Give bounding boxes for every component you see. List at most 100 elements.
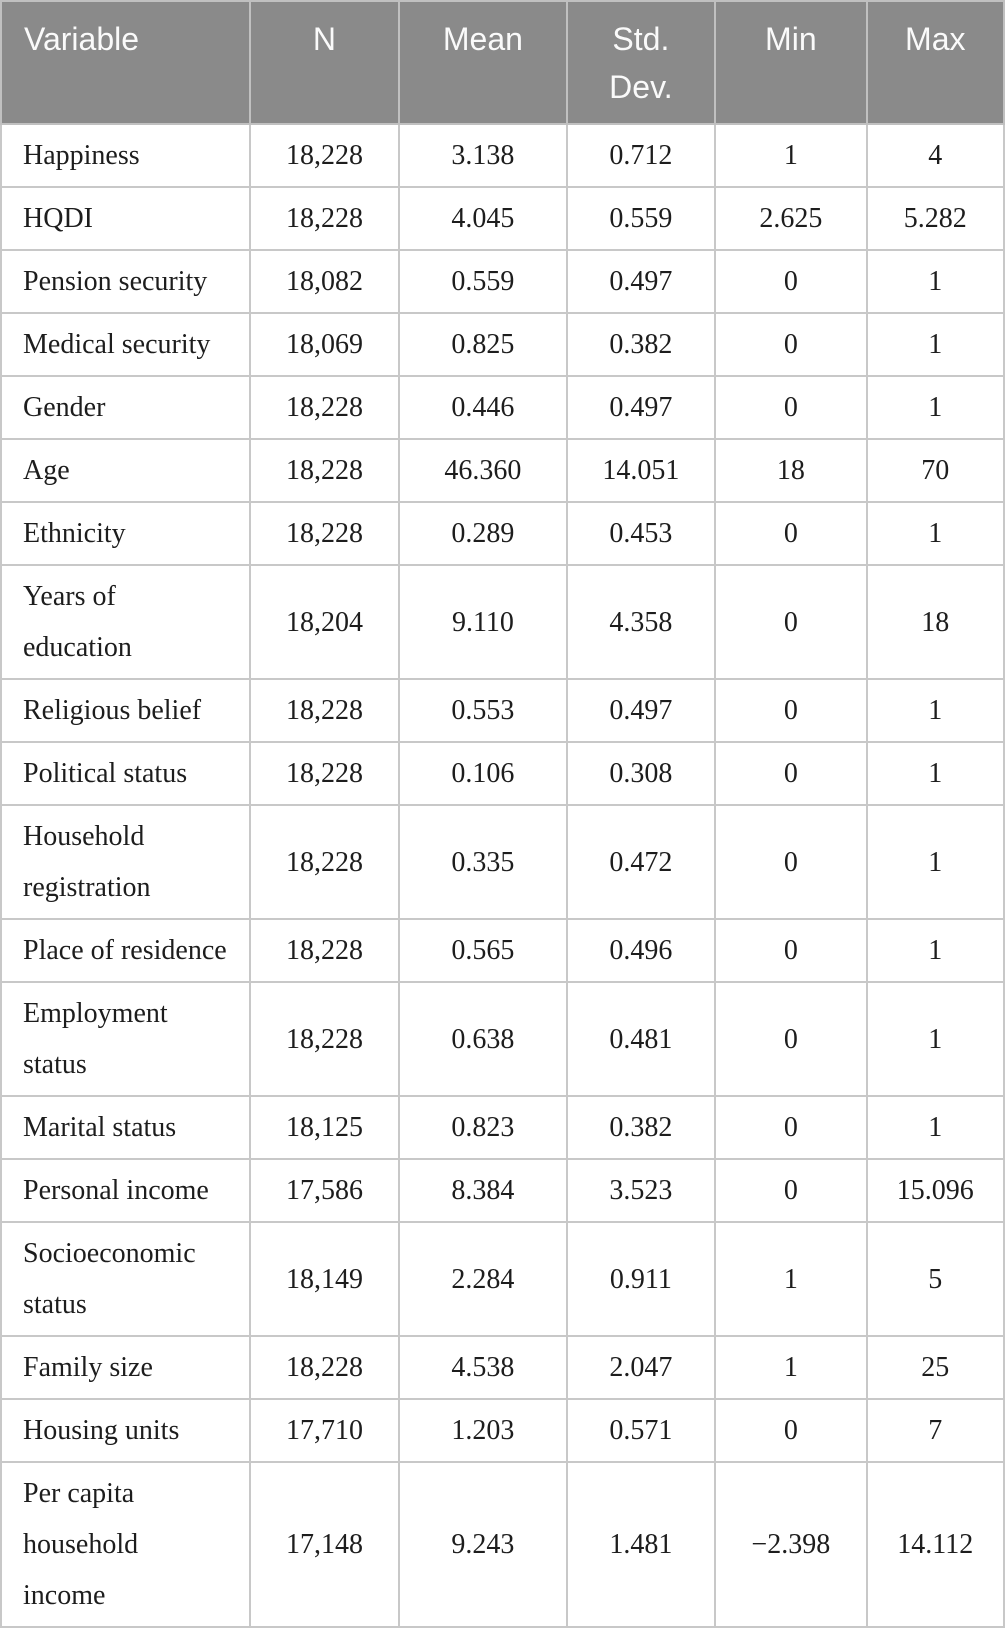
value-cell: 0 xyxy=(714,312,868,377)
value-cell: 14.112 xyxy=(865,1461,1005,1628)
table-row: Gender 18,228 0.446 0.497 0 1 xyxy=(0,375,1005,440)
variable-cell: Per capita household income xyxy=(0,1461,251,1628)
column-header-mean: Mean xyxy=(398,0,568,125)
value-cell: 1 xyxy=(865,918,1005,983)
table-row: HQDI 18,228 4.045 0.559 2.625 5.282 xyxy=(0,186,1005,251)
table-row: Years of education 18,204 9.110 4.358 0 18 xyxy=(0,564,1005,680)
value-cell: 0 xyxy=(714,804,868,920)
value-cell: 18,228 xyxy=(248,918,401,983)
variable-cell: Happiness xyxy=(0,123,251,188)
column-header-std-dev: Std. Dev. xyxy=(565,0,717,125)
value-cell: 15.096 xyxy=(865,1158,1005,1223)
value-cell: 18,125 xyxy=(248,1095,401,1160)
variable-cell: Family size xyxy=(0,1335,251,1400)
column-header-n: N xyxy=(248,0,401,125)
value-cell: 3.138 xyxy=(398,123,568,188)
value-cell: 0 xyxy=(714,1095,868,1160)
table-row: Per capita household income 17,148 9.243 1.… xyxy=(0,1461,1005,1628)
value-cell: 2.625 xyxy=(714,186,868,251)
table-row: Medical security 18,069 0.825 0.382 0 1 xyxy=(0,312,1005,377)
value-cell: 0.335 xyxy=(398,804,568,920)
value-cell: 18 xyxy=(865,564,1005,680)
value-cell: 1.481 xyxy=(565,1461,717,1628)
value-cell: 4 xyxy=(865,123,1005,188)
table-row: Age 18,228 46.360 14.051 18 70 xyxy=(0,438,1005,503)
value-cell: 0.553 xyxy=(398,678,568,743)
value-cell: 18,228 xyxy=(248,501,401,566)
variable-cell: Medical security xyxy=(0,312,251,377)
value-cell: 18,228 xyxy=(248,741,401,806)
value-cell: 18,069 xyxy=(248,312,401,377)
value-cell: 0 xyxy=(714,501,868,566)
value-cell: 0.559 xyxy=(565,186,717,251)
value-cell: 0.638 xyxy=(398,981,568,1097)
value-cell: 18,228 xyxy=(248,123,401,188)
value-cell: 9.110 xyxy=(398,564,568,680)
table-row: Place of residence 18,228 0.565 0.496 0 1 xyxy=(0,918,1005,983)
value-cell: 0.446 xyxy=(398,375,568,440)
value-cell: 17,586 xyxy=(248,1158,401,1223)
value-cell: 1 xyxy=(865,804,1005,920)
variable-cell: Marital status xyxy=(0,1095,251,1160)
value-cell: 9.243 xyxy=(398,1461,568,1628)
value-cell: 1 xyxy=(714,1335,868,1400)
table-row: Religious belief 18,228 0.553 0.497 0 1 xyxy=(0,678,1005,743)
value-cell: 18,228 xyxy=(248,438,401,503)
variable-cell: Age xyxy=(0,438,251,503)
value-cell: 0.497 xyxy=(565,678,717,743)
value-cell: 0 xyxy=(714,741,868,806)
value-cell: 18,228 xyxy=(248,186,401,251)
table-row: Employment status 18,228 0.638 0.481 0 1 xyxy=(0,981,1005,1097)
value-cell: 0.559 xyxy=(398,249,568,314)
value-cell: 18,228 xyxy=(248,375,401,440)
value-cell: 5 xyxy=(865,1221,1005,1337)
value-cell: 0.497 xyxy=(565,375,717,440)
value-cell: 0.497 xyxy=(565,249,717,314)
value-cell: 1 xyxy=(865,981,1005,1097)
value-cell: 18,204 xyxy=(248,564,401,680)
value-cell: 0 xyxy=(714,981,868,1097)
value-cell: 0 xyxy=(714,375,868,440)
value-cell: 18,228 xyxy=(248,804,401,920)
variable-cell: Household registration xyxy=(0,804,251,920)
variable-cell: Years of education xyxy=(0,564,251,680)
value-cell: 3.523 xyxy=(565,1158,717,1223)
variable-cell: Political status xyxy=(0,741,251,806)
value-cell: 1 xyxy=(865,501,1005,566)
value-cell: 1 xyxy=(865,249,1005,314)
value-cell: 0 xyxy=(714,918,868,983)
variable-cell: Socioeconomic status xyxy=(0,1221,251,1337)
variable-cell: HQDI xyxy=(0,186,251,251)
value-cell: 18,149 xyxy=(248,1221,401,1337)
variable-cell: Religious belief xyxy=(0,678,251,743)
table-row: Political status 18,228 0.106 0.308 0 1 xyxy=(0,741,1005,806)
value-cell: 0 xyxy=(714,564,868,680)
value-cell: 0.382 xyxy=(565,1095,717,1160)
value-cell: 0.481 xyxy=(565,981,717,1097)
value-cell: 1 xyxy=(865,741,1005,806)
table-row: Family size 18,228 4.538 2.047 1 25 xyxy=(0,1335,1005,1400)
value-cell: 1 xyxy=(714,1221,868,1337)
value-cell: 0.472 xyxy=(565,804,717,920)
value-cell: 0.289 xyxy=(398,501,568,566)
value-cell: 2.284 xyxy=(398,1221,568,1337)
variable-cell: Employment status xyxy=(0,981,251,1097)
value-cell: 2.047 xyxy=(565,1335,717,1400)
value-cell: 0.106 xyxy=(398,741,568,806)
value-cell: 0.712 xyxy=(565,123,717,188)
value-cell: 46.360 xyxy=(398,438,568,503)
value-cell: 0.911 xyxy=(565,1221,717,1337)
value-cell: 17,710 xyxy=(248,1398,401,1463)
value-cell: 0 xyxy=(714,249,868,314)
value-cell: 8.384 xyxy=(398,1158,568,1223)
variable-cell: Housing units xyxy=(0,1398,251,1463)
value-cell: 0.571 xyxy=(565,1398,717,1463)
value-cell: 0.496 xyxy=(565,918,717,983)
value-cell: 4.045 xyxy=(398,186,568,251)
value-cell: 14.051 xyxy=(565,438,717,503)
table-row: Household registration 18,228 0.335 0.472 0 1 xyxy=(0,804,1005,920)
value-cell: 18,228 xyxy=(248,1335,401,1400)
value-cell: 0.825 xyxy=(398,312,568,377)
